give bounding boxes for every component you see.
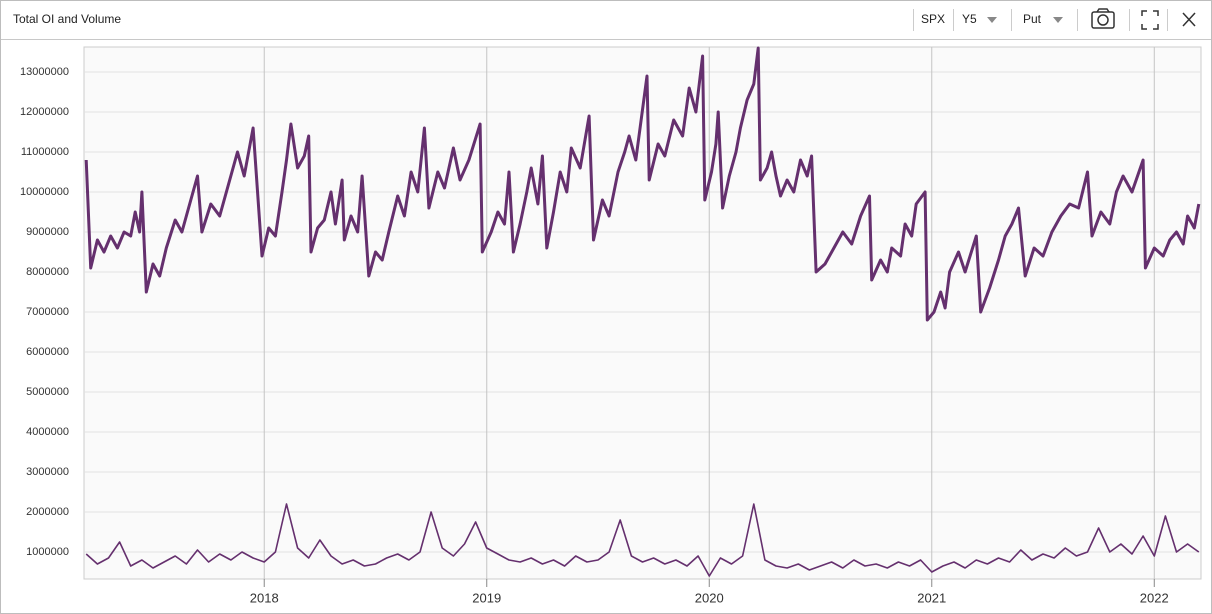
widget-title: Total OI and Volume [13, 12, 121, 26]
type-selector[interactable]: Put [1023, 12, 1042, 26]
y-tick-label: 3000000 [26, 466, 69, 478]
x-tick-label: 2020 [695, 590, 724, 605]
y-tick-label: 6000000 [26, 346, 69, 358]
series-line [84, 46, 1201, 322]
dropdown-arrow[interactable] [987, 17, 997, 23]
x-tick-label: 2021 [917, 590, 946, 605]
x-tick-label: 2018 [250, 590, 279, 605]
y-tick-label: 1000000 [26, 546, 69, 558]
y-tick-label: 11000000 [21, 146, 69, 158]
y-tick-label: 13000000 [20, 66, 69, 78]
y-tick-label: 8000000 [26, 266, 69, 278]
header-bar [1, 1, 1211, 39]
y-tick-label: 12000000 [20, 106, 69, 118]
fullscreen-icon[interactable] [1141, 10, 1159, 30]
y-tick-label: 7000000 [26, 306, 69, 318]
y-tick-label: 10000000 [20, 186, 69, 198]
period-selector[interactable]: Y5 [962, 12, 977, 26]
y-tick-label: 9000000 [26, 226, 69, 238]
y-tick-label: 2000000 [26, 506, 69, 518]
x-tick-label: 2019 [472, 590, 501, 605]
y-tick-label: 4000000 [26, 426, 69, 438]
dropdown-arrow[interactable] [1053, 17, 1063, 23]
close-icon[interactable] [1182, 12, 1196, 27]
x-tick-label: 2022 [1140, 590, 1169, 605]
series-line [85, 503, 1200, 577]
plot-area [83, 46, 1202, 580]
symbol-selector[interactable]: SPX [921, 12, 945, 26]
y-tick-label: 5000000 [26, 386, 69, 398]
camera-icon[interactable] [1091, 8, 1115, 29]
